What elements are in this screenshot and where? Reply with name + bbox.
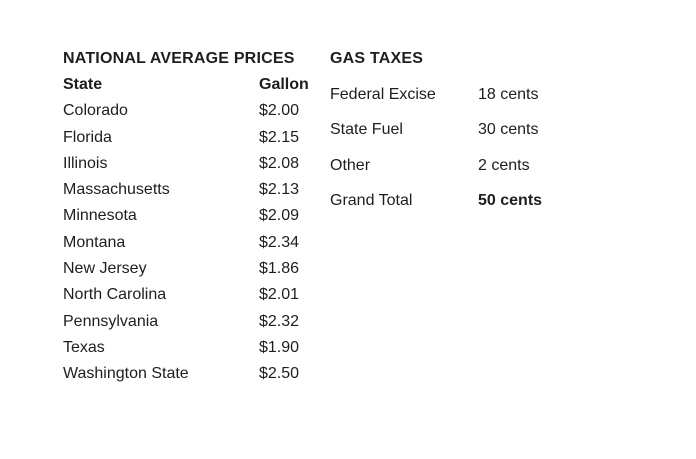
tax-name: Federal Excise	[330, 86, 436, 103]
table-row: Washington State $2.50	[63, 365, 318, 391]
table-row: Illinois $2.08	[63, 155, 318, 181]
tax-row: Other 2 cents	[330, 157, 590, 192]
state-name: Texas	[63, 338, 105, 356]
state-name: Florida	[63, 128, 112, 146]
state-name: Massachusetts	[63, 181, 170, 199]
tax-amount: 30 cents	[478, 121, 539, 139]
state-name: New Jersey	[63, 260, 147, 278]
table-row: Florida $2.15	[63, 129, 318, 155]
gas-taxes-table: Federal Excise 18 cents State Fuel 30 ce…	[330, 86, 590, 227]
gallon-price: $2.15	[259, 128, 300, 146]
gallon-price: $1.90	[259, 338, 300, 356]
tax-name: Other	[330, 156, 371, 174]
state-name: Montana	[63, 233, 126, 251]
gallon-price: $2.13	[259, 181, 300, 199]
table-row: Montana $2.34	[63, 234, 318, 260]
table-row: Colorado $2.00	[63, 102, 318, 128]
table-row: Pennsylvania $2.32	[63, 313, 318, 339]
gas-taxes-title: GAS TAXES	[330, 50, 424, 67]
tax-amount: 2 cents	[478, 156, 530, 174]
gallon-price: $2.09	[259, 207, 300, 225]
state-name: Minnesota	[63, 207, 137, 225]
grand-total-amount: 50 cents	[478, 191, 543, 209]
gallon-price: $2.01	[259, 286, 300, 304]
tax-row: State Fuel 30 cents	[330, 121, 590, 156]
tax-name: State Fuel	[330, 121, 403, 139]
state-name: Pennsylvania	[63, 312, 159, 330]
prices-title: NATIONAL AVERAGE PRICES	[63, 50, 295, 67]
tax-amount: 18 cents	[478, 86, 539, 103]
prices-table: State Gallon Colorado $2.00 Florida $2.1…	[63, 76, 318, 392]
state-column-header: State	[63, 76, 103, 93]
grand-total-row: Grand Total 50 cents	[330, 192, 590, 227]
state-name: Colorado	[63, 102, 128, 120]
gallon-price: $1.86	[259, 260, 300, 278]
gallon-price: $2.08	[259, 154, 300, 172]
gallon-price: $2.32	[259, 312, 300, 330]
prices-header-row: State Gallon	[63, 76, 318, 102]
gallon-price: $2.50	[259, 365, 300, 383]
table-row: Massachusetts $2.13	[63, 181, 318, 207]
gallon-price: $2.00	[259, 102, 300, 120]
table-row: Minnesota $2.09	[63, 207, 318, 233]
state-name: Washington State	[63, 365, 189, 383]
table-row: North Carolina $2.01	[63, 286, 318, 312]
state-name: Illinois	[63, 154, 108, 172]
state-name: North Carolina	[63, 286, 167, 304]
gallon-price: $2.34	[259, 233, 300, 251]
gallon-column-header: Gallon	[259, 76, 309, 93]
grand-total-label: Grand Total	[330, 191, 413, 209]
tax-row: Federal Excise 18 cents	[330, 86, 590, 121]
table-row: New Jersey $1.86	[63, 260, 318, 286]
table-row: Texas $1.90	[63, 339, 318, 365]
